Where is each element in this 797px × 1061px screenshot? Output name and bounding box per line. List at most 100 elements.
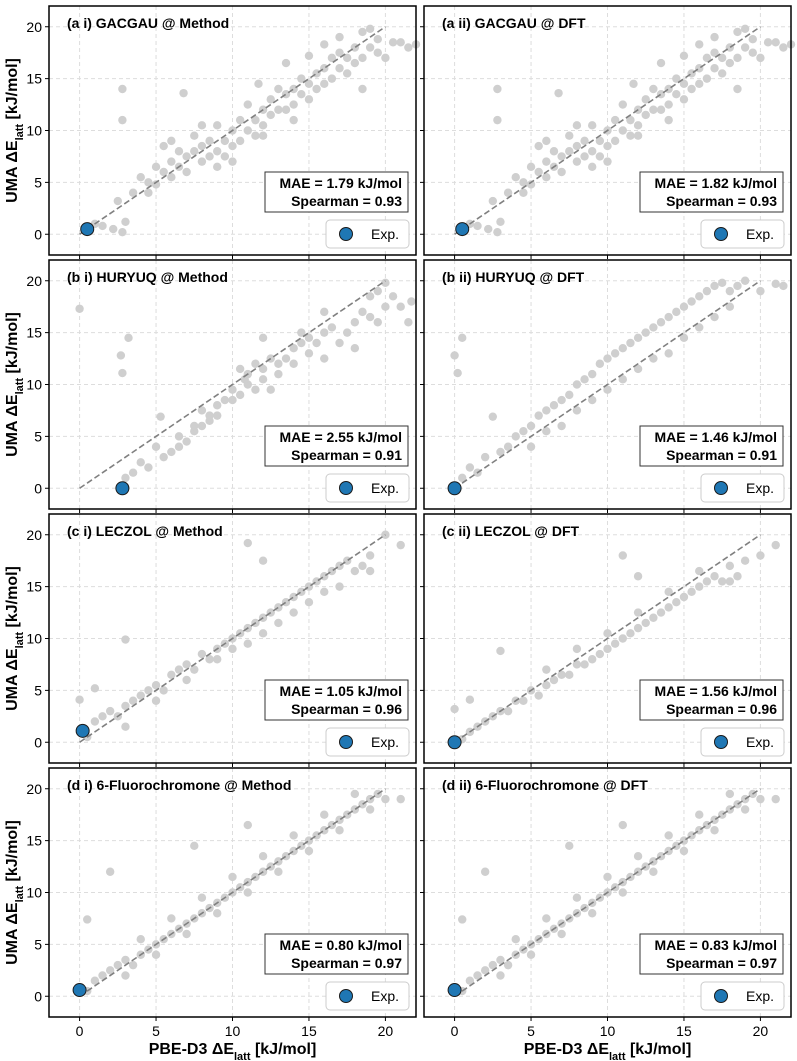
data-point — [572, 380, 582, 389]
data-point — [304, 95, 314, 104]
data-point — [358, 84, 367, 94]
data-point — [565, 131, 574, 140]
data-point — [121, 955, 130, 965]
y-tick-label: 20 — [26, 273, 42, 289]
data-point — [695, 810, 704, 819]
data-point — [756, 286, 765, 296]
data-point — [534, 141, 543, 151]
data-point — [664, 349, 673, 358]
data-point — [595, 136, 605, 146]
data-point — [213, 909, 222, 918]
data-point — [335, 338, 344, 348]
data-point — [174, 147, 184, 156]
data-point — [740, 24, 750, 34]
data-point — [493, 227, 502, 237]
data-point — [618, 634, 627, 643]
y-tick-label: 0 — [34, 226, 42, 242]
data-point — [717, 278, 727, 288]
data-point — [542, 406, 551, 415]
data-point — [465, 463, 475, 472]
y-tick-label: 15 — [26, 71, 42, 87]
data-point — [407, 297, 416, 306]
data-point — [450, 351, 459, 360]
legend-label: Exp. — [371, 480, 399, 496]
data-point — [335, 32, 344, 42]
stats-box — [264, 933, 409, 975]
data-point — [710, 826, 719, 835]
data-point — [664, 587, 673, 597]
data-point — [740, 805, 750, 814]
data-point — [771, 540, 780, 550]
data-point — [190, 131, 199, 140]
data-point — [274, 867, 283, 876]
data-point — [542, 136, 551, 146]
data-point — [756, 53, 765, 63]
legend-box — [700, 219, 785, 249]
data-point — [258, 375, 268, 384]
mae-text: MAE = 2.55 kJ/mol — [279, 429, 402, 445]
y-tick-label: 10 — [26, 123, 42, 139]
data-point — [396, 794, 405, 804]
data-point — [679, 79, 689, 89]
data-point — [503, 442, 513, 451]
legend-label: Exp. — [746, 480, 774, 496]
spearman-text: Spearman = 0.97 — [291, 955, 402, 971]
data-point — [304, 349, 314, 358]
data-point — [167, 157, 176, 166]
data-point — [557, 421, 566, 431]
data-point — [565, 841, 574, 851]
mae-text: MAE = 1.79 kJ/mol — [279, 175, 402, 191]
data-point — [220, 136, 230, 146]
data-point — [580, 136, 589, 146]
data-point — [702, 53, 712, 63]
data-point — [174, 442, 184, 451]
parity-line — [79, 280, 386, 489]
data-point — [588, 121, 597, 130]
data-point — [373, 48, 382, 57]
data-point — [679, 333, 689, 343]
data-point — [396, 540, 405, 550]
data-point — [297, 328, 306, 337]
data-point — [771, 794, 780, 804]
data-point — [320, 307, 329, 317]
data-point — [167, 136, 176, 146]
data-point — [289, 100, 298, 109]
data-point — [228, 644, 237, 654]
data-point — [136, 691, 145, 700]
data-point — [213, 655, 222, 664]
data-point — [365, 551, 375, 560]
legend-marker — [339, 227, 353, 241]
spearman-text: Spearman = 0.97 — [666, 955, 777, 971]
data-point — [75, 695, 84, 704]
legend-box — [325, 219, 410, 249]
y-tick-label: 5 — [34, 428, 42, 444]
data-point — [220, 395, 230, 405]
panel-2: (a ii) GACGAU @ DFT MAE = 1.82 kJ/mol Spea… — [420, 5, 796, 259]
data-point — [320, 79, 329, 89]
data-point — [633, 333, 643, 343]
data-point — [205, 411, 214, 420]
x-tick-label: 5 — [527, 1023, 535, 1039]
data-point — [98, 221, 107, 231]
legend-marker — [714, 735, 728, 749]
data-point — [254, 79, 263, 89]
y-tick-label: 20 — [26, 19, 42, 35]
data-point — [327, 323, 337, 332]
data-point — [304, 51, 314, 60]
data-point — [748, 48, 757, 57]
data-point — [197, 406, 207, 415]
data-point — [136, 172, 145, 182]
data-point — [365, 312, 375, 322]
spearman-text: Spearman = 0.96 — [291, 701, 402, 717]
data-point — [572, 157, 582, 166]
data-point — [205, 152, 214, 161]
data-point — [717, 69, 727, 78]
mae-text: MAE = 1.56 kJ/mol — [654, 683, 777, 699]
data-point — [740, 43, 750, 52]
data-point — [118, 368, 127, 378]
data-point — [243, 126, 252, 135]
data-point — [350, 566, 360, 576]
panel-4: (b ii) HURYUQ @ DFT MAE = 1.46 kJ/mol Spea… — [420, 259, 792, 513]
data-point — [763, 38, 773, 47]
data-point — [542, 172, 551, 182]
